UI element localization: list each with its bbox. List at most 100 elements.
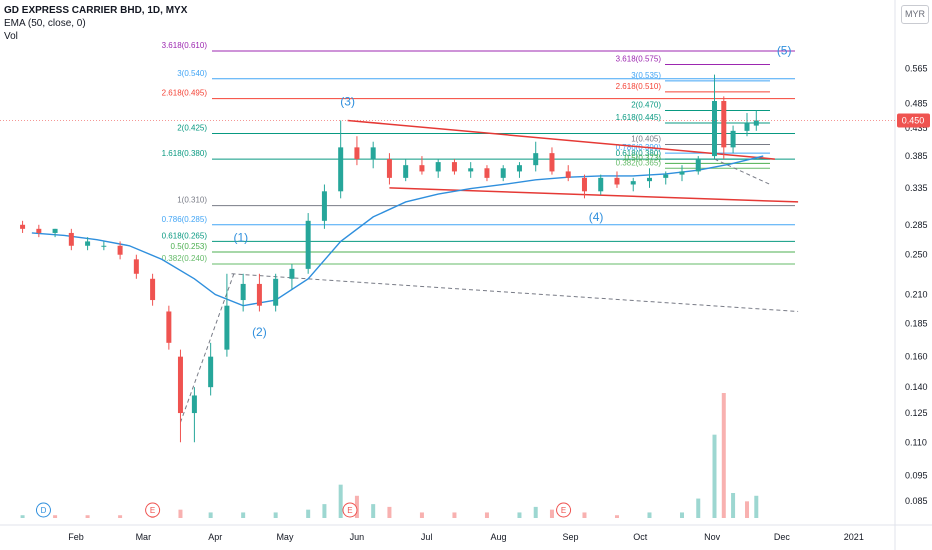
fib-label: 0.618(0.265) — [162, 231, 208, 240]
candle-body — [240, 283, 246, 301]
symbol-title: GD EXPRESS CARRIER BHD, 1D, MYX — [4, 5, 188, 16]
chart-legend: GD EXPRESS CARRIER BHD, 1D, MYX EMA (50,… — [4, 4, 187, 43]
candle-body — [305, 220, 311, 269]
fib-label: 0.5(0.373) — [625, 153, 662, 162]
volume-bar — [679, 512, 684, 518]
candle-body — [516, 165, 522, 172]
x-tick-label: Jul — [421, 532, 433, 542]
candle-body — [191, 395, 197, 414]
volume-bar — [371, 504, 376, 518]
currency-button[interactable]: MYR — [901, 5, 929, 24]
fib-label: 3(0.535) — [631, 71, 661, 80]
y-tick-label: 0.085 — [905, 496, 928, 506]
fib-label: 3.618(0.575) — [616, 54, 662, 63]
fib-label: 1(0.405) — [631, 135, 661, 144]
y-tick-label: 0.140 — [905, 382, 928, 392]
wave-label: (3) — [340, 95, 355, 109]
wave-label: (4) — [589, 210, 604, 224]
candle-body — [712, 101, 718, 157]
y-tick-label: 0.095 — [905, 471, 928, 481]
candle-body — [256, 283, 262, 306]
candle-body — [208, 356, 214, 388]
volume-bar — [549, 509, 554, 518]
fib-label: 2(0.425) — [177, 124, 207, 133]
volume-bar — [745, 501, 750, 518]
event-marker-label: E — [561, 506, 566, 515]
y-tick-label: 0.250 — [905, 250, 928, 260]
volume-bar — [273, 512, 278, 518]
y-tick-label: 0.435 — [905, 123, 928, 133]
candle-body — [663, 174, 669, 178]
candle-body — [695, 159, 701, 172]
wave-label: (1) — [233, 230, 248, 244]
candle-body — [646, 177, 652, 182]
candle-body — [166, 311, 172, 343]
volume-bar — [721, 393, 726, 518]
volume-bar — [85, 515, 90, 518]
fib-label: 0.618(0.380) — [616, 149, 662, 158]
candle-body — [370, 147, 376, 160]
trend-dashed-line — [714, 158, 771, 185]
volume-bar — [241, 512, 246, 518]
x-tick-label: Aug — [491, 532, 507, 542]
channel-lower-line — [389, 187, 799, 203]
volume-bar — [754, 495, 759, 518]
wave-label: (2) — [252, 325, 267, 339]
fib-label: 0.786(0.285) — [162, 215, 208, 224]
y-tick-label: 0.335 — [905, 183, 928, 193]
volume-bar — [208, 512, 213, 518]
x-tick-label: May — [276, 532, 294, 542]
y-tick-label: 0.285 — [905, 220, 928, 230]
wave-dashed-line — [179, 273, 235, 423]
volume-bar — [517, 512, 522, 518]
fib-label: 0.382(0.240) — [162, 254, 208, 263]
fib-label: 2.618(0.495) — [162, 89, 208, 98]
event-marker — [145, 502, 161, 518]
candle-body — [338, 147, 344, 192]
candle-body — [321, 191, 327, 221]
candle-body — [289, 268, 295, 279]
event-marker — [35, 502, 51, 518]
event-marker — [342, 502, 358, 518]
volume-bar — [387, 506, 392, 518]
volume-bar — [484, 512, 489, 518]
volume-bar — [696, 498, 701, 518]
fib-label: 1(0.310) — [177, 196, 207, 205]
candle-body — [177, 356, 183, 414]
candle-body — [435, 162, 441, 172]
volume-bar — [647, 512, 652, 518]
volume-bar — [306, 509, 311, 518]
fib-label: 1.618(0.380) — [162, 149, 208, 158]
candle-body — [419, 165, 425, 172]
volume-bar — [452, 512, 457, 518]
candle-body — [386, 159, 392, 178]
trend-dashed-line — [231, 273, 799, 312]
candle-body — [354, 147, 360, 160]
volume-bar — [582, 512, 587, 518]
current-price-value: 0.450 — [902, 115, 925, 125]
volume-bar — [338, 484, 343, 518]
event-marker-label: E — [347, 506, 352, 515]
volume-bar — [614, 515, 619, 518]
x-tick-label: Sep — [563, 532, 579, 542]
candle-body — [753, 120, 759, 126]
volume-bar — [533, 506, 538, 518]
ema-line — [31, 155, 764, 307]
fib-label: 2.618(0.510) — [616, 82, 662, 91]
channel-upper-line — [347, 119, 775, 160]
y-tick-label: 0.125 — [905, 408, 928, 418]
volume-bar — [118, 515, 123, 518]
fib-label: 0.382(0.365) — [616, 158, 662, 167]
current-price-badge — [897, 113, 930, 128]
candle-body — [614, 177, 620, 185]
candle-body — [721, 101, 727, 148]
candle-body — [549, 153, 555, 172]
candle-body — [68, 232, 74, 246]
fib-label: 1.618(0.445) — [616, 113, 662, 122]
candle-body — [630, 181, 636, 185]
candle-body — [20, 224, 26, 229]
y-tick-label: 0.385 — [905, 151, 928, 161]
candle-body — [133, 259, 139, 274]
fib-label: 2(0.470) — [631, 101, 661, 110]
